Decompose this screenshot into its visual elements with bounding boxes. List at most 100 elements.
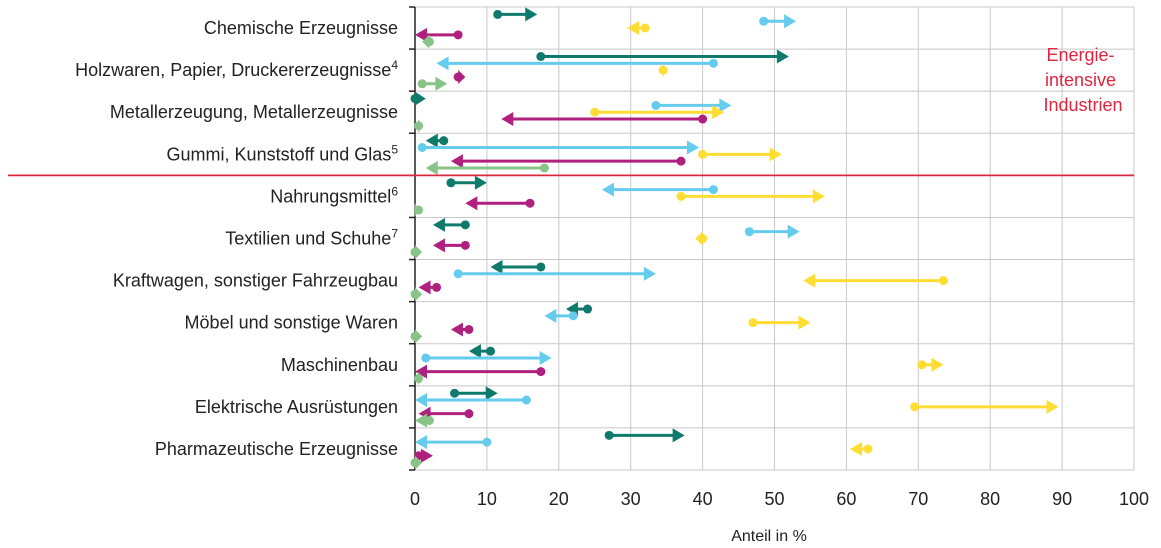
annotation-line-3: Industrien (1043, 95, 1122, 115)
range-arrowhead (432, 217, 445, 232)
category-label: Maschinenbau (281, 355, 398, 375)
range-arrowhead (432, 238, 445, 253)
energy-intensive-annotation: Energie- intensive Industrien (1043, 45, 1122, 115)
data-series (410, 7, 1059, 470)
x-tick-label: 90 (1052, 489, 1072, 509)
range-arrowhead (719, 98, 732, 113)
range-start-dot (708, 185, 718, 195)
range-arrowhead (425, 133, 438, 148)
range-start-dot (417, 79, 427, 89)
x-tick-label: 40 (693, 489, 713, 509)
range-start-dot (590, 107, 600, 117)
range-start-dot (453, 30, 463, 40)
range-start-dot (698, 234, 708, 243)
x-axis-title: Anteil in % (731, 528, 807, 545)
range-arrowhead (450, 322, 463, 337)
range-start-dot (453, 72, 463, 82)
range-start-dot (676, 156, 686, 166)
range-arrowhead (465, 196, 478, 211)
x-tick-label: 70 (908, 489, 928, 509)
range-arrowhead (769, 147, 782, 162)
range-start-dot (414, 373, 424, 383)
range-arrowhead (812, 189, 825, 204)
range-arrowhead (420, 448, 433, 463)
range-arrowhead (776, 49, 789, 64)
range-start-dot (744, 227, 754, 237)
range-arrowhead (787, 224, 800, 239)
range-start-dot (464, 409, 474, 419)
range-arrowhead (450, 154, 463, 169)
x-tick-label: 80 (980, 489, 1000, 509)
range-start-dot (424, 416, 434, 425)
category-label: Holzwaren, Papier, Druckererzeugnisse4 (75, 58, 398, 80)
range-arrowhead (931, 357, 944, 372)
range-arrowhead (803, 273, 816, 288)
range-start-dot (410, 458, 420, 468)
range-arrowhead (539, 350, 552, 365)
range-start-dot (521, 395, 531, 405)
range-start-dot (493, 9, 503, 19)
range-arrowhead (687, 140, 700, 155)
range-arrowhead (425, 160, 438, 175)
category-labels: Chemische Erzeugnisse Holzwaren, Papier, … (75, 18, 398, 459)
range-start-dot (424, 37, 434, 47)
x-tick-label: 50 (764, 489, 784, 509)
range-start-dot (583, 304, 593, 314)
x-tick-label: 20 (549, 489, 569, 509)
range-arrowhead (415, 413, 427, 428)
range-arrowhead (490, 259, 503, 274)
range-start-dot (410, 331, 420, 341)
range-start-dot (698, 114, 708, 124)
range-arrowhead (712, 105, 725, 120)
range-start-dot (485, 346, 495, 356)
range-arrowhead (485, 386, 498, 401)
x-tick-label: 10 (477, 489, 497, 509)
range-start-dot (410, 289, 420, 299)
x-tick-label: 60 (836, 489, 856, 509)
range-start-dot (748, 318, 758, 328)
category-label: Nahrungsmittel6 (270, 184, 398, 206)
category-label: Metallerzeugung, Metallerzeugnisse (110, 102, 398, 122)
range-arrowhead (601, 182, 614, 197)
range-start-dot (453, 269, 463, 279)
range-arrowhead (474, 175, 487, 190)
range-arrowhead (415, 393, 427, 408)
range-arrowhead (415, 27, 427, 42)
range-arrowhead (525, 7, 538, 22)
range-start-dot (432, 282, 442, 292)
range-start-dot (863, 444, 873, 454)
range-arrowhead (849, 441, 862, 456)
range-arrowhead (415, 435, 427, 450)
range-arrowhead (643, 266, 656, 281)
category-label: Pharmazeutische Erzeugnisse (155, 439, 398, 459)
range-start-dot (525, 198, 535, 208)
series-1 (415, 14, 800, 450)
annotation-line-1: Energie- (1046, 45, 1114, 65)
category-label: Textilien und Schuhe7 (225, 227, 398, 249)
range-start-dot (450, 388, 460, 398)
range-start-dot (536, 367, 546, 377)
range-start-dot (460, 240, 470, 250)
range-start-dot (410, 94, 420, 104)
range-start-dot (759, 16, 769, 26)
range-start-dot (698, 149, 708, 159)
range-arrowhead (435, 76, 448, 91)
range-arrowhead (784, 14, 797, 29)
range-start-dot (536, 262, 546, 272)
range-arrowhead (544, 308, 557, 323)
category-label: Möbel und sonstige Waren (185, 313, 398, 333)
category-label: Chemische Erzeugnisse (204, 18, 398, 38)
range-start-dot (417, 143, 427, 152)
range-arrowhead (627, 21, 640, 36)
series-4 (410, 34, 549, 470)
range-start-dot (539, 163, 549, 173)
range-start-dot (910, 402, 920, 412)
range-start-dot (658, 65, 668, 75)
range-start-dot (421, 353, 431, 363)
range-start-dot (568, 311, 578, 321)
series-3 (414, 27, 708, 463)
x-tick-labels: 0 10 20 30 40 50 60 70 80 90 100 (410, 489, 1149, 509)
range-arrowhead (672, 428, 685, 443)
range-start-dot (482, 437, 492, 447)
